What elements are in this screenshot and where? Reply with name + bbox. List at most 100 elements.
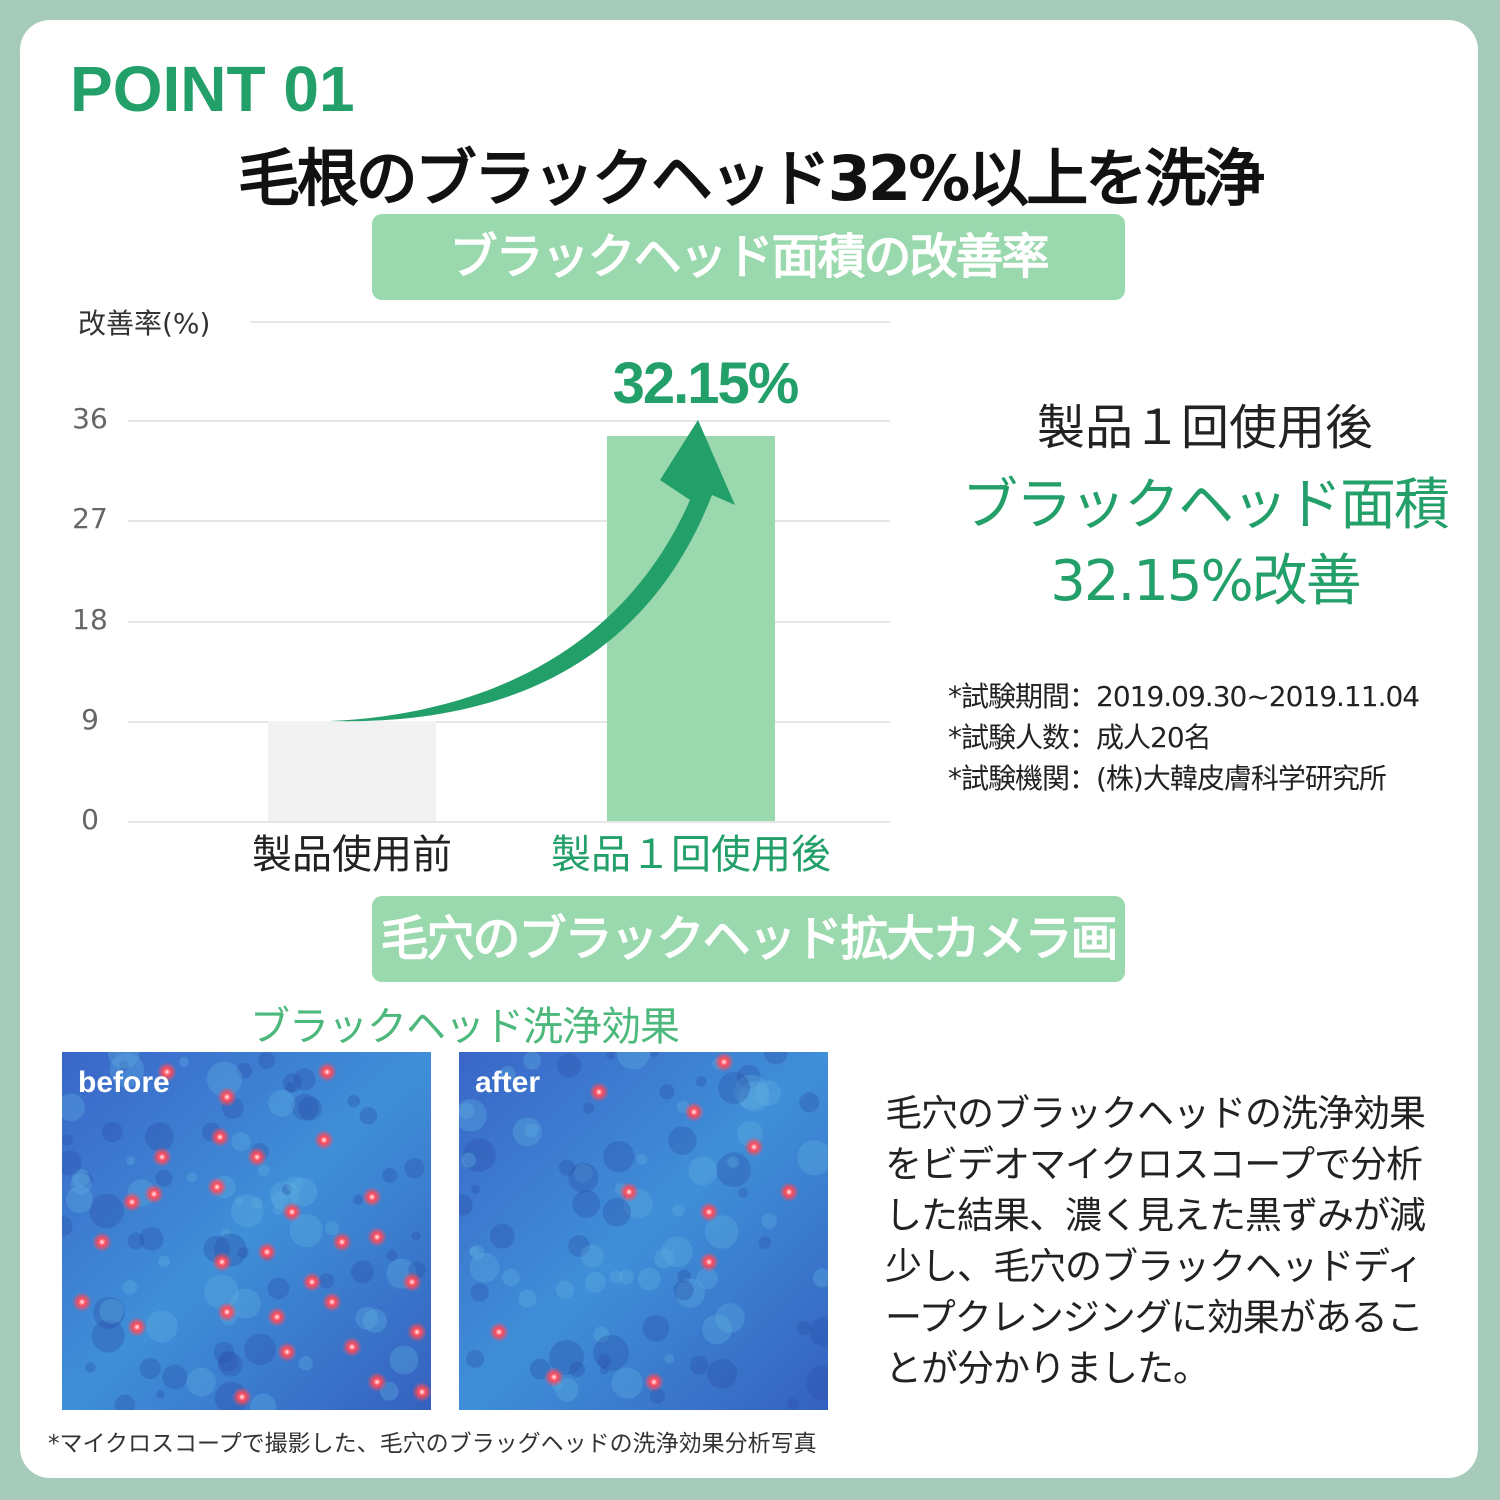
skin-texture	[558, 1159, 576, 1176]
skin-texture	[761, 1213, 777, 1229]
skin-texture	[799, 1092, 820, 1113]
skin-texture	[637, 1267, 661, 1291]
blackhead-marker	[157, 1062, 177, 1082]
skin-texture	[609, 1270, 623, 1284]
skin-texture	[204, 1274, 240, 1310]
skin-texture	[806, 1364, 828, 1401]
skin-texture	[122, 1280, 138, 1295]
arrow-shape	[330, 420, 735, 722]
skin-texture	[737, 1094, 746, 1103]
headline: 毛根のブラックヘッド32%以上を洗浄	[237, 142, 1265, 215]
skin-texture	[787, 1398, 799, 1410]
skin-texture	[71, 1169, 90, 1187]
x-tick-label: 製品使用前	[252, 832, 452, 878]
side-highlight: ブラックヘッド面積 32.15%改善	[940, 468, 1470, 620]
skin-texture	[523, 1052, 542, 1070]
skin-texture	[282, 1073, 302, 1093]
skin-texture	[512, 1117, 542, 1147]
skin-texture	[186, 1172, 197, 1183]
skin-texture	[664, 1353, 674, 1364]
skin-texture	[459, 1099, 487, 1132]
skin-texture	[718, 1071, 751, 1104]
skin-texture	[602, 1198, 632, 1227]
after-photo: after	[459, 1052, 828, 1410]
skin-texture	[236, 1062, 253, 1079]
skin-texture	[286, 1176, 303, 1193]
data-label: 32.15%	[612, 351, 800, 416]
blackhead-marker	[314, 1130, 334, 1150]
skin-texture	[62, 1134, 73, 1146]
skin-texture	[675, 1278, 705, 1308]
skin-texture	[758, 1236, 772, 1249]
skin-texture	[611, 1367, 643, 1399]
side-caption: 製品１回使用後	[1036, 400, 1373, 456]
skin-texture	[234, 1196, 243, 1205]
skin-texture	[585, 1272, 606, 1293]
skin-texture	[502, 1268, 520, 1287]
blackhead-marker	[232, 1387, 252, 1407]
skin-texture	[66, 1186, 94, 1214]
skin-texture	[649, 1388, 666, 1404]
gridline	[128, 520, 890, 523]
skin-texture	[257, 1164, 271, 1177]
skin-texture	[809, 1317, 828, 1347]
skin-texture	[386, 1250, 398, 1261]
description: 毛穴のブラックヘッドの洗浄効果をビデオマイクロスコープで分析した結果、濃く見えた…	[885, 1092, 1426, 1390]
skin-texture	[119, 1060, 130, 1071]
y-tick-label: 0	[81, 803, 99, 836]
blackhead-marker	[122, 1192, 142, 1212]
skin-texture	[206, 1061, 243, 1097]
skin-texture	[695, 1076, 707, 1087]
skin-texture	[85, 1362, 96, 1373]
skin-texture	[271, 1191, 288, 1208]
skin-texture	[101, 1121, 123, 1143]
blackhead-marker	[217, 1302, 237, 1322]
skin-texture	[107, 1052, 140, 1069]
skin-texture	[593, 1335, 629, 1371]
x-tick-label: 製品１回使用後	[551, 832, 831, 878]
skin-texture	[289, 1213, 323, 1248]
blackhead-marker	[644, 1372, 664, 1392]
skin-texture	[293, 1068, 316, 1091]
after-label: after	[475, 1066, 541, 1099]
skin-texture	[654, 1248, 675, 1269]
blackhead-marker	[217, 1087, 237, 1107]
y-tick-label: 9	[81, 702, 99, 736]
skin-texture	[597, 1353, 612, 1368]
blackhead-marker	[277, 1342, 297, 1362]
skin-texture	[70, 1173, 92, 1195]
blackhead-marker	[589, 1082, 609, 1102]
skin-texture	[145, 1310, 178, 1343]
skin-texture	[162, 1364, 188, 1390]
skin-texture	[549, 1339, 584, 1375]
blackhead-marker	[744, 1137, 764, 1157]
note-institution: *試験機関：(株)大韓皮膚科学研究所	[948, 762, 1387, 795]
skin-texture	[572, 1190, 601, 1218]
gridline	[128, 720, 890, 723]
y-axis-label: 改善率(%)	[78, 307, 211, 340]
skin-texture	[158, 1255, 170, 1268]
skin-texture	[704, 1215, 739, 1249]
gridline	[128, 420, 890, 422]
skin-texture	[127, 1232, 145, 1250]
skin-texture	[489, 1223, 515, 1249]
skin-texture	[179, 1056, 189, 1067]
skin-texture	[661, 1236, 693, 1268]
skin-texture	[470, 1184, 480, 1194]
blackhead-marker	[684, 1102, 704, 1122]
skin-texture	[797, 1320, 812, 1335]
gridline	[128, 821, 890, 823]
y-tick-label: 18	[72, 602, 108, 636]
skin-texture	[738, 1081, 770, 1112]
skin-texture	[736, 1064, 761, 1089]
skin-texture	[716, 1152, 752, 1188]
blackhead-marker	[72, 1292, 92, 1312]
photos-subtitle: ブラックヘッド洗浄効果	[250, 1004, 680, 1050]
y-tick-label: 27	[72, 502, 108, 536]
blackhead-marker	[342, 1337, 362, 1357]
blackhead-marker	[619, 1182, 639, 1202]
skin-texture	[318, 1273, 335, 1289]
point-label: POINT 01	[70, 53, 355, 125]
skin-texture	[62, 1093, 85, 1122]
